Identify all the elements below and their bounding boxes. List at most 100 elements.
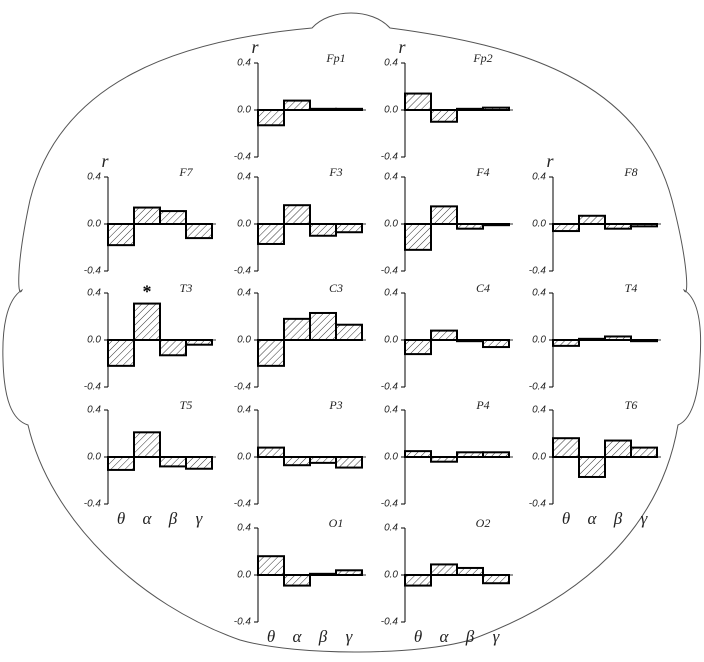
y-tick-label: 0.0 (532, 452, 546, 463)
y-tick-label: 0.4 (384, 288, 398, 299)
bar (107, 456, 135, 471)
x-tick-label: γ (196, 509, 204, 528)
bar (456, 107, 484, 111)
bar (430, 205, 458, 225)
y-tick-label: -0.4 (84, 499, 102, 510)
bar (283, 99, 311, 111)
bar (630, 446, 658, 459)
chart-title: Fp2 (472, 51, 492, 65)
annotation: * (143, 282, 152, 302)
y-tick-label: -0.4 (381, 617, 399, 628)
y-tick-label: -0.4 (234, 152, 252, 163)
y-tick-label: 0.0 (87, 452, 101, 463)
bar (185, 339, 213, 346)
y-tick-label: 0.0 (384, 452, 398, 463)
y-tick-label: -0.4 (234, 499, 252, 510)
bar (578, 337, 606, 342)
bar (482, 223, 510, 227)
x-tick-label: θ (562, 509, 570, 528)
chart-title: O2 (476, 516, 491, 530)
bar (185, 223, 213, 240)
y-tick-label: -0.4 (234, 266, 252, 277)
bar (283, 456, 311, 467)
bar (430, 109, 458, 123)
y-tick-label: -0.4 (234, 617, 252, 628)
bar (456, 223, 484, 230)
y-tick-label: 0.4 (87, 405, 101, 416)
y-tick-label: 0.0 (87, 335, 101, 346)
y-tick-label: -0.4 (234, 382, 252, 393)
bar (604, 223, 632, 230)
bar (404, 450, 432, 458)
bar (133, 206, 161, 226)
y-tick-label: 0.0 (237, 335, 251, 346)
bar (552, 223, 580, 233)
y-tick-label: 0.0 (384, 105, 398, 116)
bar (430, 456, 458, 463)
bar (630, 223, 658, 228)
bar (335, 223, 363, 234)
bar (604, 335, 632, 342)
bar (456, 339, 484, 343)
y-tick-label: 0.4 (532, 288, 546, 299)
bar (482, 339, 510, 349)
chart-title: Fp1 (325, 51, 345, 65)
y-tick-label: 0.4 (87, 172, 101, 183)
y-tick-label: 0.4 (532, 172, 546, 183)
y-axis-label: r (101, 151, 109, 171)
x-tick-label: α (440, 627, 450, 646)
chart-title: F4 (475, 165, 489, 179)
bar (107, 339, 135, 367)
y-tick-label: 0.4 (384, 172, 398, 183)
bar (430, 563, 458, 576)
bar (430, 329, 458, 342)
chart-title: T3 (180, 281, 193, 295)
head-outline (2, 12, 702, 653)
chart-title: P4 (475, 398, 489, 412)
y-tick-label: 0.4 (237, 523, 251, 534)
y-tick-label: -0.4 (529, 266, 547, 277)
y-tick-label: -0.4 (381, 382, 399, 393)
y-axis-label: r (546, 151, 554, 171)
bar (107, 223, 135, 247)
bar (456, 566, 484, 577)
x-tick-label: α (143, 509, 153, 528)
y-tick-label: 0.0 (237, 452, 251, 463)
bar (456, 451, 484, 458)
chart-title: F3 (328, 165, 342, 179)
y-tick-label: -0.4 (529, 382, 547, 393)
x-tick-label: θ (117, 509, 125, 528)
bar (283, 204, 311, 225)
y-tick-label: 0.0 (384, 570, 398, 581)
y-tick-label: 0.0 (87, 219, 101, 230)
x-tick-label: θ (414, 627, 422, 646)
chart-title: P3 (328, 398, 342, 412)
bar (404, 339, 432, 356)
bar (482, 574, 510, 585)
bar (578, 214, 606, 225)
y-tick-label: -0.4 (381, 152, 399, 163)
chart-title: F8 (623, 165, 637, 179)
y-tick-label: 0.0 (237, 105, 251, 116)
bar (552, 437, 580, 459)
x-tick-label: γ (641, 509, 649, 528)
bar (335, 569, 363, 576)
y-tick-label: 0.4 (237, 58, 251, 69)
bar (404, 223, 432, 251)
bar (283, 317, 311, 342)
bar (257, 109, 285, 127)
x-tick-label: θ (267, 627, 275, 646)
y-tick-label: 0.0 (237, 219, 251, 230)
y-tick-label: -0.4 (529, 499, 547, 510)
bar (159, 339, 187, 357)
bar (404, 92, 432, 112)
y-tick-label: 0.4 (384, 523, 398, 534)
x-tick-label: γ (346, 627, 354, 646)
bar (257, 223, 285, 245)
bar (552, 339, 580, 347)
y-axis-label: r (251, 37, 259, 57)
bar (335, 107, 363, 111)
y-tick-label: 0.0 (532, 219, 546, 230)
bar (482, 451, 510, 458)
